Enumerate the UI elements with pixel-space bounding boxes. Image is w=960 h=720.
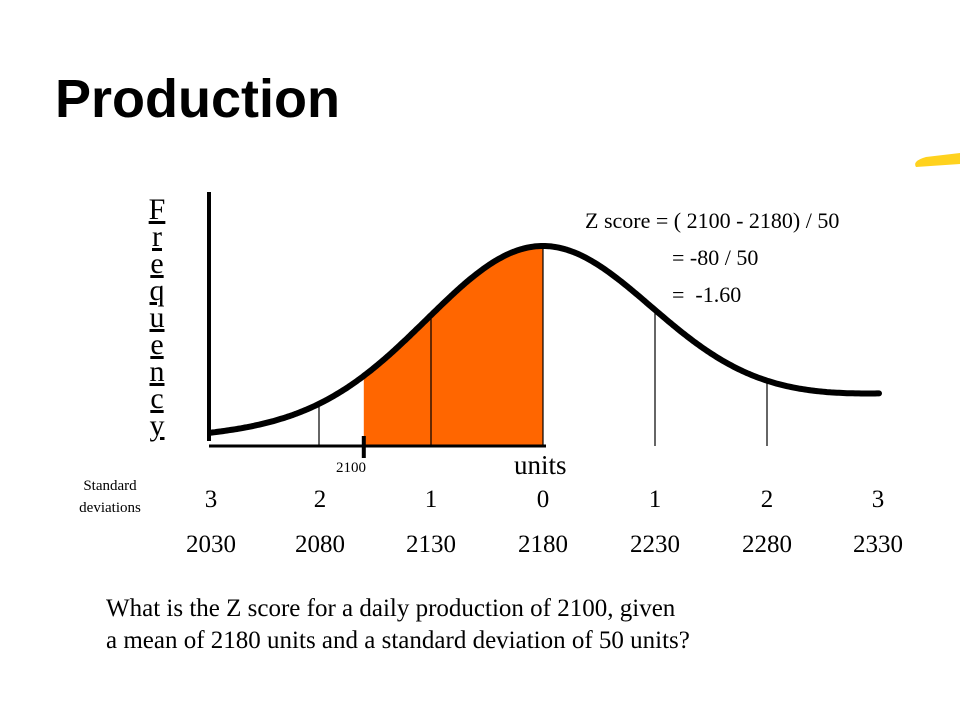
normal-curve — [208, 243, 882, 436]
question-line-2: a mean of 2180 units and a standard devi… — [106, 627, 690, 654]
unit-value-label: 2280 — [742, 531, 792, 558]
std-dev-label: 2 — [313, 486, 327, 513]
yellow-swoosh-decoration — [915, 153, 960, 167]
frequency-letter: q — [149, 274, 165, 307]
caption-line: deviations — [79, 499, 141, 516]
unit-value-label: 2230 — [630, 531, 680, 558]
zscore-equation-line-3: = -1.60 — [672, 282, 742, 307]
frequency-letter: u — [149, 301, 165, 334]
frequency-letter: e — [150, 247, 164, 280]
std-dev-label: 3 — [204, 486, 218, 513]
caption-line: Standard — [83, 478, 137, 494]
question-line-1: What is the Z score for a daily producti… — [106, 595, 676, 622]
question-text: What is the Z score for a daily producti… — [106, 593, 906, 657]
unit-value-label: 2330 — [853, 531, 903, 558]
std-dev-label: 0 — [536, 486, 550, 513]
standard-deviations-caption: Standard deviations — [55, 476, 165, 520]
unit-value-label: 2180 — [518, 531, 568, 558]
frequency-letter: e — [150, 328, 164, 361]
zscore-equation-line-2: = -80 / 50 — [672, 245, 759, 270]
std-dev-label: 2 — [760, 486, 774, 513]
frequency-letter: y — [149, 409, 165, 442]
slide-title: Production — [55, 69, 340, 129]
marker-value-label: 2100 — [336, 460, 366, 476]
unit-value-label: 2080 — [295, 531, 345, 558]
shaded-area — [363, 246, 543, 446]
std-dev-lines — [318, 246, 768, 446]
frequency-letter: F — [148, 193, 166, 226]
unit-value-label: 2030 — [186, 531, 236, 558]
x-axis-label: units — [514, 450, 567, 480]
frequency-letter: c — [150, 382, 164, 415]
std-dev-label: 1 — [424, 486, 438, 513]
std-dev-label: 3 — [871, 486, 885, 513]
std-dev-label: 1 — [648, 486, 662, 513]
frequency-letter: r — [152, 220, 162, 253]
frequency-letter: n — [149, 355, 165, 388]
zscore-equation-line-1: Z score = ( 2100 - 2180) / 50 — [585, 208, 840, 233]
unit-value-label: 2130 — [406, 531, 456, 558]
